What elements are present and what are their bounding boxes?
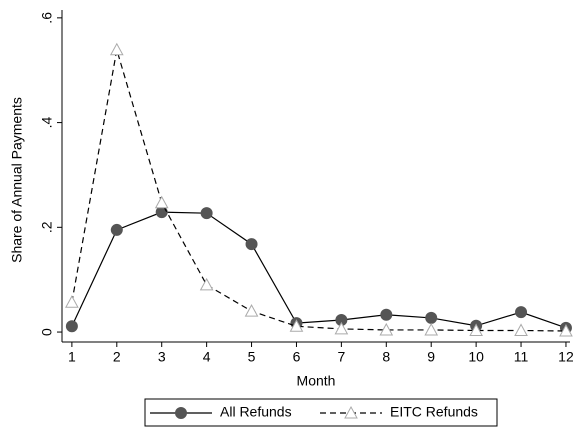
data-point [425,311,438,324]
x-tick-label: 5 [248,349,256,365]
x-tick-label: 7 [337,349,345,365]
data-point [155,206,168,219]
data-point [379,322,394,336]
data-point [515,306,528,319]
data-point [200,207,213,220]
x-tick-label: 6 [293,349,301,365]
legend-marker [344,405,358,419]
series-line [71,211,567,329]
data-point [289,319,304,332]
x-tick-label: 1 [68,349,76,365]
y-tick-label: .2 [39,221,55,233]
series-line [71,49,566,332]
y-tick-label: .6 [39,12,55,24]
data-point [469,323,483,336]
data-point [244,304,259,317]
x-tick-label: 3 [158,349,166,365]
data-point [245,238,258,251]
data-point [109,42,124,56]
data-point [65,320,78,333]
x-tick-label: 9 [427,349,435,365]
data-point [334,321,349,335]
legend-marker [175,407,187,419]
data-point [154,195,169,209]
data-point [199,277,214,291]
data-point [514,323,528,336]
x-tick-label: 2 [113,349,121,365]
x-tick-label: 12 [558,349,573,365]
legend-label: EITC Refunds [390,404,478,420]
x-tick-label: 8 [382,349,390,365]
x-tick-label: 10 [468,349,484,365]
data-point [380,308,393,321]
data-point [65,295,79,308]
data-point [559,323,573,337]
data-point [110,223,123,236]
data-point [424,322,439,336]
legend-label: All Refunds [220,404,292,420]
y-tick-label: .4 [39,117,55,129]
y-axis-title: Share of Annual Payments [9,97,25,263]
x-axis-title: Month [297,373,336,389]
x-tick-label: 4 [203,349,211,365]
y-tick-label: 0 [39,328,55,336]
x-tick-label: 11 [514,349,529,365]
